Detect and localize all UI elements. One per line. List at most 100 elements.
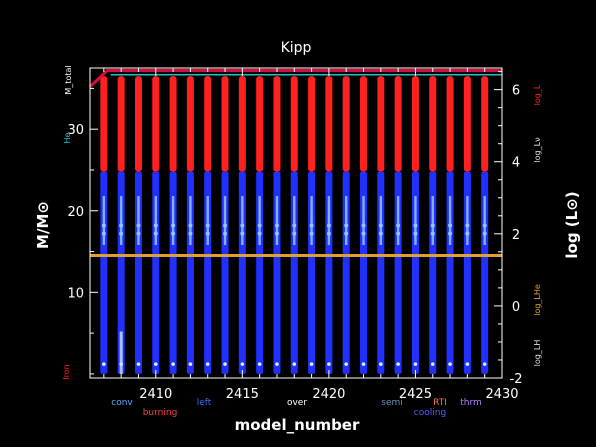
label-he: He: [63, 132, 72, 143]
burning-bar: [134, 76, 142, 172]
label-log-lh: log_LH: [533, 340, 542, 367]
mixing-dot: [326, 223, 331, 228]
burning-bar: [446, 76, 454, 172]
legend-left: left: [197, 398, 212, 408]
mixing-dot: [153, 223, 158, 228]
core-dot: [309, 362, 314, 366]
mixing-bar: [483, 196, 486, 246]
model-column: [290, 76, 298, 374]
burning-bar: [394, 76, 402, 172]
mixing-bar: [258, 196, 261, 246]
x-tick-label: 2420: [312, 387, 345, 402]
model-column: [152, 76, 160, 374]
model-columns: [100, 76, 489, 374]
mixing-dot: [205, 231, 210, 236]
mixing-bar: [119, 196, 123, 246]
burning-bar: [100, 76, 108, 172]
burning-bar: [463, 76, 471, 172]
mixing-dot: [482, 223, 487, 228]
mixing-dot: [430, 223, 435, 228]
burning-bar: [308, 76, 316, 172]
total-mass-line: [88, 68, 502, 88]
mixing-dot: [136, 223, 141, 228]
core-dot: [223, 362, 227, 366]
x-tick-label: 2410: [139, 387, 172, 402]
mixing-dot: [413, 231, 418, 236]
model-column: [238, 76, 246, 374]
mixing-bar: [154, 196, 157, 246]
convection-bar: [221, 171, 229, 374]
mixing-dot: [257, 231, 262, 236]
model-column: [273, 76, 281, 374]
mixing-bar: [379, 196, 383, 246]
convection-bar: [446, 171, 454, 374]
mixing-dot: [274, 223, 279, 228]
model-column: [204, 76, 212, 374]
convection-bar: [186, 171, 194, 374]
mixing-dot: [396, 223, 401, 228]
burning-bar: [481, 76, 489, 172]
convection-bar: [152, 171, 160, 374]
mixing-dot: [101, 223, 106, 228]
core-dot: [482, 362, 487, 366]
convection-bar: [117, 171, 125, 374]
model-column: [308, 76, 316, 374]
y-right-tick-label: 4: [512, 156, 520, 171]
mixing-dot: [240, 231, 245, 236]
core-dot: [379, 362, 383, 366]
convection-bar: [290, 171, 298, 374]
core-dot: [188, 362, 193, 366]
mixing-bar: [293, 196, 296, 246]
core-dot: [171, 362, 175, 366]
mixing-dot: [413, 223, 418, 228]
core-dot: [465, 362, 470, 366]
convection-bar: [308, 171, 316, 374]
chart-title: Kipp: [281, 40, 312, 56]
mixing-bar: [223, 196, 227, 246]
convection-bar: [169, 171, 177, 374]
mixing-dot: [448, 231, 453, 236]
burning-bar: [204, 76, 212, 172]
model-column: [256, 76, 264, 374]
mixing-dot: [326, 231, 331, 236]
convection-bar: [342, 171, 350, 374]
mixing-dot: [465, 223, 470, 228]
model-column: [342, 76, 350, 374]
burning-bar: [325, 76, 333, 172]
mixing-bar: [396, 196, 400, 246]
mixing-dot: [448, 223, 453, 228]
convection-bar: [463, 171, 471, 374]
mixing-dot: [119, 231, 124, 236]
model-column: [134, 76, 142, 374]
mixing-bar: [171, 196, 175, 246]
convection-bar: [204, 171, 212, 374]
core-dot: [361, 362, 366, 366]
mixing-dot: [309, 223, 314, 228]
burning-bar: [342, 76, 350, 172]
core-dot: [205, 362, 210, 366]
mixing-dot: [257, 223, 262, 228]
core-dot: [413, 362, 418, 366]
y-right-tick-label: 6: [512, 84, 520, 99]
model-column: [377, 76, 385, 374]
y-left-tick-label: 30: [67, 123, 84, 138]
mixing-dot: [482, 231, 487, 236]
mixing-dot: [274, 231, 279, 236]
x-axis-label: model_number: [235, 416, 360, 434]
burning-bar: [238, 76, 246, 172]
core-dot: [136, 362, 141, 366]
model-column: [411, 76, 419, 374]
label-m-total: M_total: [64, 65, 73, 94]
burning-bar: [411, 76, 419, 172]
convection-bar: [377, 171, 385, 374]
core-dot: [102, 362, 106, 366]
mixing-dot: [465, 231, 470, 236]
convection-bar: [238, 171, 246, 374]
mixing-bar: [206, 196, 209, 246]
mixing-bar: [137, 196, 140, 246]
burning-bar: [117, 76, 125, 172]
label-iron: Iron: [62, 364, 71, 379]
model-column: [169, 76, 177, 374]
label-log-lhe: log_LHe: [533, 284, 542, 316]
